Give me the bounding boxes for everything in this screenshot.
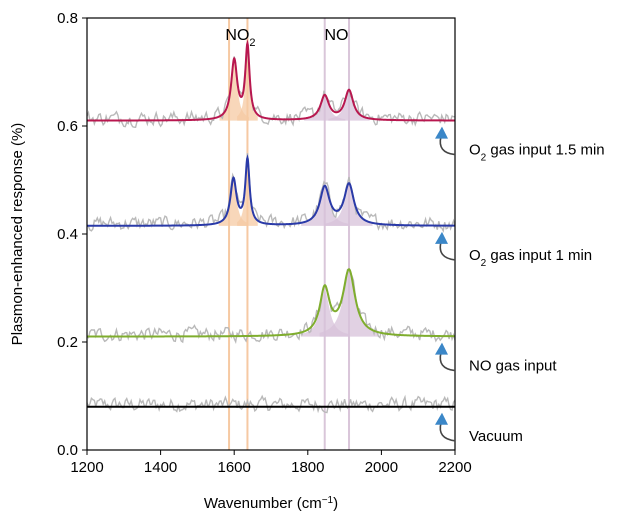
x-axis-ticks: 1200 1400 1600 1800 2000 2200 — [70, 450, 472, 476]
y-axis-label: Plasmon-enhanced response (%) — [9, 123, 26, 346]
arrow-icon — [435, 126, 448, 139]
peak-fill — [218, 180, 249, 226]
x-axis-label-sup: −1 — [322, 495, 334, 506]
y-tick-label: 0.2 — [57, 334, 78, 351]
annotation-arrow-line — [439, 136, 456, 156]
annotation-arrow-line — [439, 241, 456, 261]
fitted-curves — [87, 39, 455, 408]
measured-trace-0 — [87, 394, 455, 414]
arrow-icon — [435, 231, 448, 244]
x-tick-label: 1800 — [291, 459, 324, 476]
arrow-icon — [435, 342, 448, 355]
peak-fill — [325, 185, 373, 226]
series-label-3: O2 gas input 1.5 min — [469, 142, 605, 164]
annotation-arrow-line — [439, 352, 456, 372]
measured-traces — [87, 47, 455, 414]
y-tick-label: 0.0 — [57, 442, 78, 459]
peak-labels: NO2 NO — [225, 27, 348, 49]
series-label-0: Vacuum — [469, 428, 523, 445]
measured-trace-2 — [87, 152, 455, 233]
y-tick-label: 0.4 — [57, 226, 78, 243]
peak-fills — [218, 47, 379, 337]
fit-curve-3 — [87, 39, 455, 122]
measured-trace-3 — [87, 47, 455, 128]
peak-fill — [237, 47, 258, 121]
x-tick-label: 2200 — [438, 459, 471, 476]
series-label-2: O2 gas input 1 min — [469, 247, 592, 269]
x-tick-label: 1200 — [70, 459, 103, 476]
annotation-arrow-line — [439, 422, 456, 442]
arrow-icon — [435, 412, 448, 425]
peak-fill — [237, 161, 258, 226]
peak-label-0: NO2 — [225, 27, 255, 49]
y-tick-label: 0.6 — [57, 118, 78, 135]
y-axis-ticks: 0.0 0.2 0.4 0.6 0.8 — [57, 10, 87, 459]
x-tick-label: 2000 — [365, 459, 398, 476]
peak-label-1: NO — [325, 27, 349, 44]
fit-curve-1 — [87, 268, 455, 338]
x-tick-label: 1600 — [218, 459, 251, 476]
x-axis-label: Wavenumber (cm−1) — [204, 495, 338, 513]
plot-frame — [86, 17, 456, 451]
series-annotations: Vacuum NO gas input O2 gas input 1 min O2 g… — [435, 126, 605, 445]
y-tick-label: 0.8 — [57, 10, 78, 27]
measured-trace-1 — [87, 268, 455, 344]
peak-fill — [304, 96, 346, 121]
peak-fill — [301, 290, 349, 337]
peak-fill — [301, 188, 349, 226]
series-label-1: NO gas input — [469, 358, 557, 375]
x-tick-label: 1400 — [144, 459, 177, 476]
peak-fill — [328, 90, 370, 121]
fit-curve-2 — [87, 154, 455, 227]
peak-fill — [319, 271, 379, 337]
peak-fill — [219, 61, 249, 121]
